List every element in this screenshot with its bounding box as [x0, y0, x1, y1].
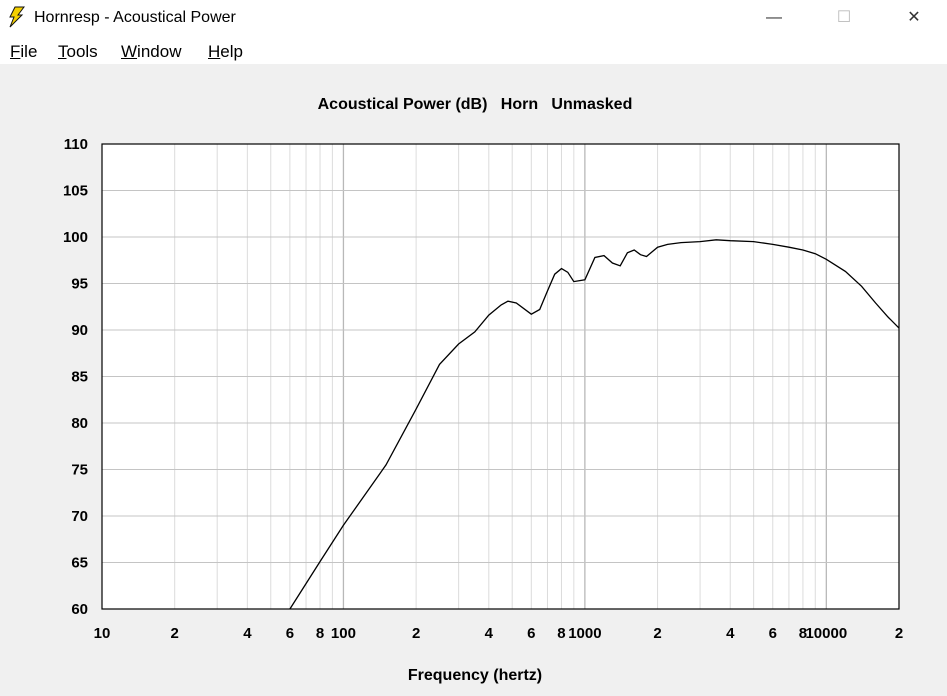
chart-title: Acoustical Power (dB) Horn Unmasked: [317, 96, 633, 113]
y-tick-label: 65: [71, 555, 88, 572]
y-tick-label: 90: [71, 322, 88, 339]
y-tick-label: 60: [71, 601, 88, 618]
x-tick-label: 1000: [568, 625, 601, 642]
menu-window-label: indow: [137, 42, 182, 61]
title-bar: Hornresp - Acoustical Power — ☐ ✕: [0, 0, 947, 36]
menu-tools-label: ools: [66, 42, 98, 61]
menu-file[interactable]: File: [10, 42, 37, 62]
menu-tools-accel: T: [58, 42, 67, 61]
menu-bar: File Tools Window Help: [0, 36, 947, 64]
menu-file-label: ile: [20, 42, 38, 61]
maximize-button[interactable]: ☐: [821, 0, 867, 36]
x-tick-label: 100: [331, 625, 356, 642]
menu-help[interactable]: Help: [208, 42, 243, 62]
minimize-button[interactable]: —: [766, 9, 782, 26]
y-tick-label: 75: [71, 462, 88, 479]
x-tick-label: 2: [412, 625, 420, 642]
x-tick-label: 6: [286, 625, 294, 642]
x-tick-label: 6: [527, 625, 535, 642]
x-axis-label: Frequency (hertz): [407, 667, 543, 684]
close-button[interactable]: ✕: [891, 0, 937, 36]
lightning-bolt-icon: [9, 6, 25, 28]
x-tick-label: 8: [799, 625, 807, 642]
y-tick-label: 80: [71, 415, 88, 432]
x-tick-label: 4: [485, 625, 494, 642]
menu-tools[interactable]: Tools: [58, 42, 98, 62]
menu-file-accel: F: [10, 42, 21, 61]
x-tick-label: 4: [243, 625, 252, 642]
x-tick-label: 2: [895, 625, 903, 642]
x-tick-label: 2: [653, 625, 661, 642]
y-tick-label: 95: [71, 276, 88, 293]
plot-frame: [101, 143, 900, 610]
x-tick-label: 10: [94, 625, 111, 642]
menu-help-accel: H: [208, 42, 221, 61]
x-tick-label: 8: [316, 625, 324, 642]
menu-window[interactable]: Window: [121, 42, 181, 62]
y-tick-label: 100: [63, 229, 88, 246]
y-tick-label: 70: [71, 508, 88, 525]
window-title: Hornresp - Acoustical Power: [34, 9, 236, 26]
close-icon: ✕: [907, 9, 921, 26]
series-line: [289, 239, 900, 610]
x-tick-label: 8: [557, 625, 565, 642]
y-tick-label: 110: [64, 136, 88, 153]
menu-window-accel: W: [121, 42, 138, 61]
x-tick-label: 4: [726, 625, 735, 642]
maximize-icon: ☐: [836, 9, 852, 26]
x-tick-label: 10000: [805, 625, 847, 642]
menu-help-label: elp: [220, 42, 243, 61]
x-tick-label: 2: [171, 625, 179, 642]
y-tick-label: 105: [63, 183, 88, 200]
y-tick-label: 85: [71, 369, 88, 386]
x-tick-label: 6: [769, 625, 777, 642]
